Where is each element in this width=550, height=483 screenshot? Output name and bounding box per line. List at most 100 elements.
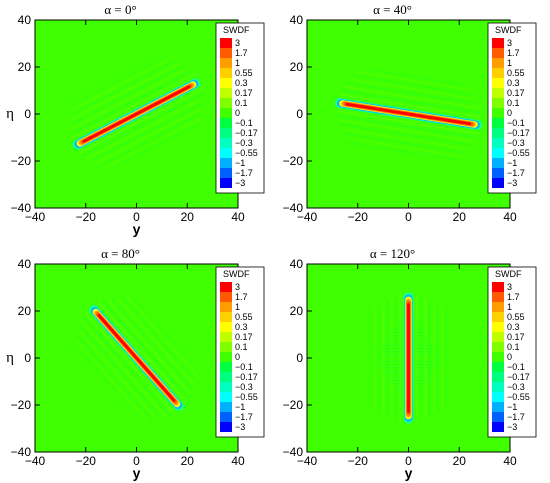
x-tick-label: 20 (453, 210, 467, 224)
y-tick-label: 20 (18, 60, 32, 74)
legend-swatch (220, 178, 232, 188)
legend-label: −0.55 (507, 392, 530, 402)
fringe-line (71, 63, 179, 120)
legend-swatch (220, 158, 232, 168)
legend-label: −0.55 (235, 392, 258, 402)
legend-swatch (220, 422, 232, 432)
legend-label: 0.17 (235, 88, 253, 98)
legend-swatch (492, 362, 504, 372)
swdf-band (89, 305, 184, 411)
legend-label: 0 (235, 108, 240, 118)
band-layer (97, 314, 176, 402)
fringe-line (72, 55, 166, 106)
legend-swatch (220, 148, 232, 158)
y-tick-label: 40 (290, 13, 304, 27)
legend-swatch (220, 98, 232, 108)
fringe-line (344, 133, 464, 154)
y-tick-label: −20 (283, 154, 304, 168)
fringe-line (360, 67, 469, 86)
fringe-line (78, 330, 157, 419)
fringe-line (102, 300, 190, 399)
legend-swatch (220, 352, 232, 362)
fringe-line (347, 82, 477, 105)
legend-label: −0.17 (235, 372, 258, 382)
legend-swatch (492, 38, 504, 48)
y-tick-label: −20 (283, 398, 304, 412)
heatmap-field (74, 294, 199, 422)
legend-label: 0 (235, 352, 240, 362)
fringe-line (350, 78, 475, 100)
y-tick-label: −40 (11, 201, 32, 215)
panel-3: −40 −20 0 20 40 −40 −20 0 20 40 α = 80° y η SWDF 31.71… (6, 246, 265, 481)
legend-title: SWDF (223, 25, 250, 35)
fringe-line (77, 335, 152, 420)
x-tick-label: 20 (453, 454, 467, 468)
x-tick-label: 20 (181, 210, 195, 224)
legend-label: 3 (507, 38, 512, 48)
legend-label: −1.7 (235, 412, 253, 422)
x-tick-label: 0 (133, 454, 140, 468)
legend-label: −0.3 (507, 138, 525, 148)
fringe-line (353, 74, 473, 95)
legend-label: 0.17 (507, 332, 525, 342)
panel-title: α = 120° (370, 246, 415, 261)
legend-label: −0.1 (507, 118, 525, 128)
legend-label: −0.55 (507, 148, 530, 158)
legend-swatch (492, 118, 504, 128)
fringe-line (74, 344, 143, 422)
y-axis-label: η (6, 350, 14, 366)
legend-swatch (220, 128, 232, 138)
fringe-line (130, 294, 199, 372)
y-tick-label: 0 (296, 107, 303, 121)
panel-title: α = 0° (104, 2, 136, 17)
legend-swatch (492, 128, 504, 138)
legend-label: −0.1 (235, 118, 253, 128)
fringe-line (107, 122, 201, 173)
legend-label: 0 (507, 352, 512, 362)
fringe-line (357, 71, 471, 91)
legend: SWDF 31.710.550.30.170.10−0.1−0.17−0.3−0.… (487, 22, 537, 194)
legend-swatch (220, 78, 232, 88)
legend-swatch (492, 48, 504, 58)
fringe-line (70, 68, 187, 130)
legend-swatch (220, 362, 232, 372)
legend-label: −0.1 (507, 362, 525, 372)
fringe-line (86, 98, 203, 160)
legend-label: −3 (235, 178, 245, 188)
legend-label: 0.1 (235, 98, 248, 108)
legend-swatch (492, 422, 504, 432)
legend-swatch (220, 168, 232, 178)
fringe-line (102, 118, 202, 170)
legend-swatch (220, 38, 232, 48)
legend-label: 0.55 (235, 312, 253, 322)
band-layer (407, 303, 410, 413)
legend-swatch (492, 138, 504, 148)
legend-label: 0.17 (235, 332, 253, 342)
band-layer (345, 102, 472, 126)
legend-label: −1.7 (507, 168, 525, 178)
x-tick-label: 40 (503, 210, 517, 224)
legend-label: 1.7 (507, 48, 520, 58)
y-tick-label: 40 (18, 257, 32, 271)
legend-swatch (220, 108, 232, 118)
fringe-line (126, 295, 198, 376)
fringe-line (116, 297, 195, 386)
swdf-band (334, 98, 483, 130)
x-tick-label: 40 (503, 454, 517, 468)
swdf-band (72, 78, 201, 150)
y-tick-label: −20 (11, 154, 32, 168)
legend-label: 0.3 (235, 78, 248, 88)
fringe-line (94, 108, 202, 165)
fringe-line (71, 66, 183, 125)
legend-label: 0.3 (507, 322, 520, 332)
legend-swatch (220, 312, 232, 322)
y-tick-label: 20 (18, 304, 32, 318)
legend-swatch (492, 292, 504, 302)
panel-4: −40 −20 0 20 40 −40 −20 0 20 40 α = 120° y SWDF 31.71… (283, 246, 537, 481)
legend-label: −1 (507, 158, 517, 168)
y-axis-label: η (6, 106, 14, 122)
y-tick-label: 20 (290, 304, 304, 318)
